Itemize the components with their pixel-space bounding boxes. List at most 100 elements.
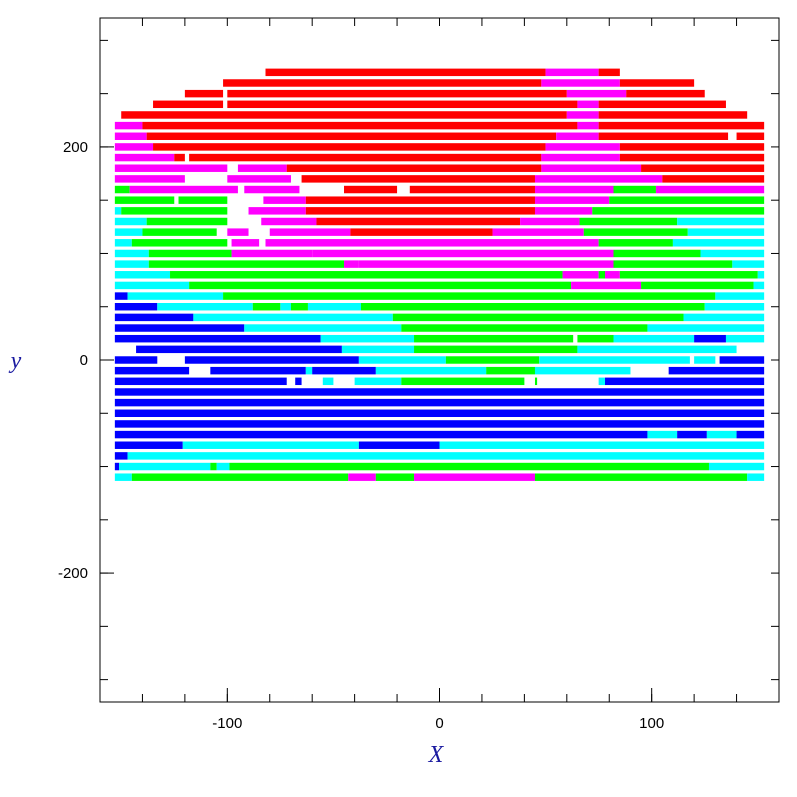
strip-segment <box>534 473 748 481</box>
strip-segment <box>534 185 614 194</box>
strip-segment <box>358 441 440 449</box>
strip-segment <box>694 356 716 364</box>
y-tick-label: 0 <box>80 352 88 369</box>
y-axis-label: y <box>9 348 22 374</box>
x-tick-label: -100 <box>212 715 242 732</box>
strip-segment <box>647 324 765 332</box>
strip-segment <box>170 271 563 279</box>
strip-segment <box>358 260 614 268</box>
strip-segment <box>677 217 765 226</box>
strip-segment <box>114 388 765 396</box>
strip-segment <box>307 303 361 311</box>
strip-segment <box>261 217 317 226</box>
strip-segment <box>598 271 606 279</box>
strip-segment <box>210 366 306 375</box>
strip-segment <box>114 271 171 279</box>
strip-segment <box>605 271 620 279</box>
strip-segment <box>316 217 521 226</box>
x-tick-label: 0 <box>435 715 443 732</box>
strip-segment <box>613 249 701 258</box>
strip-segment <box>280 303 291 311</box>
strip-segment <box>114 132 147 140</box>
strip-segment <box>539 356 690 364</box>
strip-segment <box>619 143 765 151</box>
strip-segment <box>354 377 402 386</box>
strip-segment <box>114 281 190 290</box>
strip-segment <box>704 303 765 311</box>
strip-segment <box>114 473 132 481</box>
strip-segment <box>725 334 765 343</box>
strip-segment <box>114 260 149 268</box>
strip-segment <box>114 185 130 194</box>
strip-segment <box>227 175 291 183</box>
strip-segment <box>114 334 321 343</box>
strip-segment <box>613 260 733 268</box>
strip-segment <box>545 143 620 151</box>
strip-segment <box>409 185 535 194</box>
strip-segment <box>358 356 446 364</box>
strip-segment <box>655 185 765 194</box>
strip-segment <box>706 430 737 439</box>
strip-segment <box>189 281 572 290</box>
strip-segment <box>148 260 345 268</box>
strip-segment <box>148 249 232 258</box>
strip-segment <box>641 281 754 290</box>
strip-segment <box>146 132 557 140</box>
strip-segment <box>114 249 149 258</box>
strip-segment <box>571 281 642 290</box>
strip-segment <box>401 324 648 332</box>
strip-segment <box>174 153 185 162</box>
strip-segment <box>305 196 535 204</box>
strip-segment <box>114 143 154 151</box>
strip-segment <box>269 228 351 236</box>
strip-segment <box>320 334 415 343</box>
strip-segment <box>305 366 313 375</box>
strip-segment <box>114 420 765 428</box>
strip-segment <box>184 356 359 364</box>
strip-segment <box>577 121 599 130</box>
strip-segment <box>153 143 546 151</box>
strip-segment <box>231 239 260 247</box>
strip-segment <box>114 303 158 311</box>
strip-segment <box>114 366 190 375</box>
strip-segment <box>486 366 535 375</box>
plot-area <box>114 68 765 481</box>
strip-segment <box>344 185 398 194</box>
strip-segment <box>534 377 538 386</box>
strip-segment <box>119 462 211 471</box>
strip-segment <box>747 473 765 481</box>
strip-segment <box>520 217 580 226</box>
strip-segment <box>577 100 599 109</box>
strip-segment <box>121 111 567 119</box>
strip-segment <box>127 452 765 460</box>
strip-segment <box>114 164 228 172</box>
strip-segment <box>662 175 765 183</box>
strip-segment <box>178 196 228 204</box>
strip-segment <box>114 452 128 460</box>
strip-segment <box>647 430 678 439</box>
strip-segment <box>445 356 540 364</box>
strip-segment <box>131 473 349 481</box>
strip-segment <box>229 462 709 471</box>
strip-segment <box>301 175 535 183</box>
strip-segment <box>237 164 287 172</box>
strip-segment <box>541 164 642 172</box>
strip-segment <box>114 430 648 439</box>
strip-segment <box>305 207 535 215</box>
strip-segment <box>672 239 765 247</box>
strip-segment <box>414 473 535 481</box>
strip-segment <box>114 441 183 449</box>
strip-segment <box>619 271 758 279</box>
x-axis-label: X <box>428 742 445 768</box>
strip-segment <box>227 100 578 109</box>
strip-segment <box>216 462 230 471</box>
strip-segment <box>121 207 228 215</box>
strip-segment <box>375 473 415 481</box>
strip-segment <box>344 260 359 268</box>
strip-segment <box>131 239 228 247</box>
strip-segment <box>375 366 487 375</box>
strip-segment <box>439 441 765 449</box>
strip-segment <box>598 377 606 386</box>
strip-segment <box>322 377 334 386</box>
